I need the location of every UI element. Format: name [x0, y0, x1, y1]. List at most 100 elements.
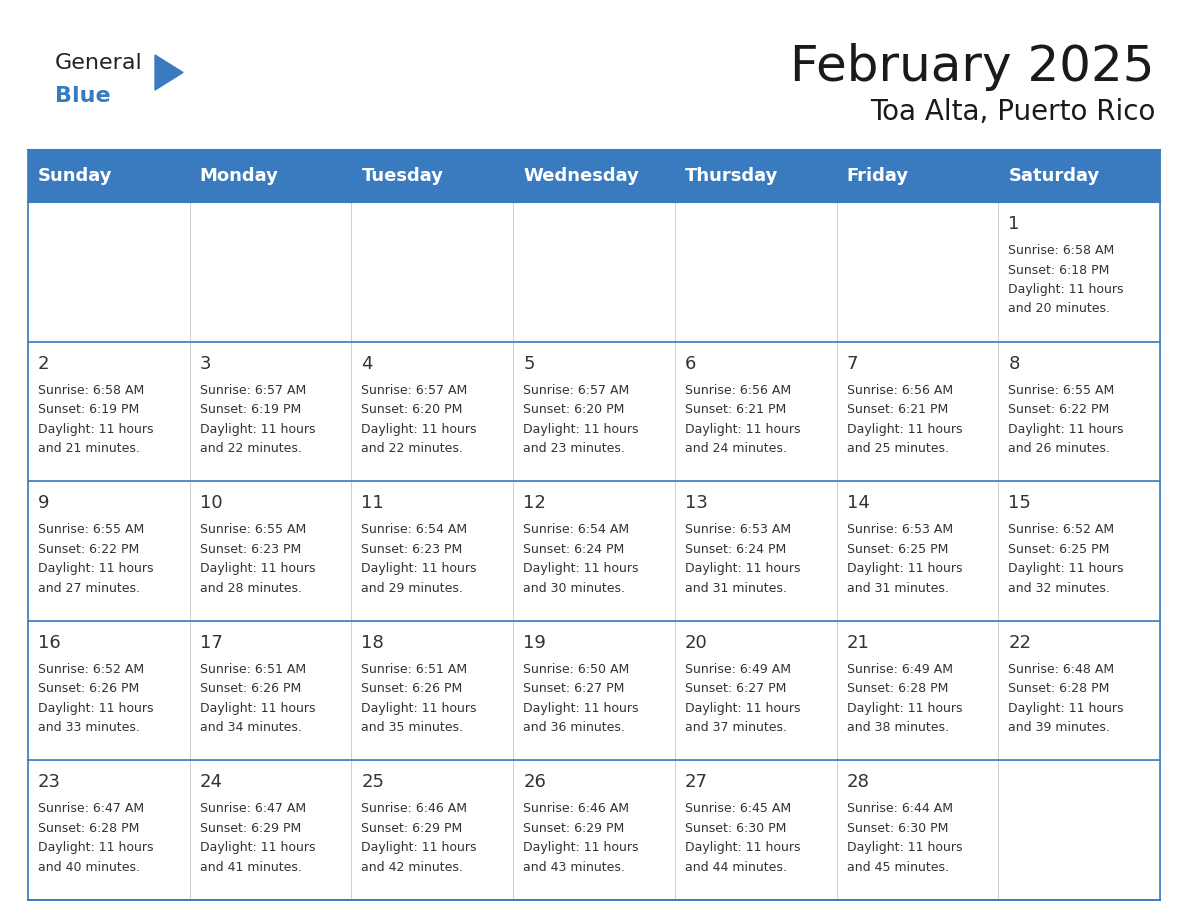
Text: Sunset: 6:26 PM: Sunset: 6:26 PM	[200, 682, 301, 695]
Text: 16: 16	[38, 633, 61, 652]
Bar	[513, 202, 675, 341]
Text: and 32 minutes.: and 32 minutes.	[1009, 582, 1110, 595]
Bar	[29, 621, 190, 760]
Text: Sunrise: 6:44 AM: Sunrise: 6:44 AM	[847, 802, 953, 815]
Bar	[190, 481, 352, 621]
Text: Daylight: 11 hours: Daylight: 11 hours	[523, 842, 639, 855]
Text: Tuesday: Tuesday	[361, 167, 443, 185]
Text: and 28 minutes.: and 28 minutes.	[200, 582, 302, 595]
Text: Sunrise: 6:46 AM: Sunrise: 6:46 AM	[361, 802, 467, 815]
Bar	[836, 202, 998, 341]
Text: Sunset: 6:23 PM: Sunset: 6:23 PM	[200, 543, 301, 555]
Text: 5: 5	[523, 354, 535, 373]
Text: Daylight: 11 hours: Daylight: 11 hours	[1009, 562, 1124, 576]
Text: and 36 minutes.: and 36 minutes.	[523, 722, 625, 734]
Text: Sunrise: 6:48 AM: Sunrise: 6:48 AM	[1009, 663, 1114, 676]
Bar	[836, 621, 998, 760]
Text: Daylight: 11 hours: Daylight: 11 hours	[1009, 422, 1124, 436]
Text: Sunset: 6:29 PM: Sunset: 6:29 PM	[200, 822, 301, 834]
Text: Sunset: 6:23 PM: Sunset: 6:23 PM	[361, 543, 462, 555]
Bar	[998, 760, 1159, 900]
Text: and 39 minutes.: and 39 minutes.	[1009, 722, 1110, 734]
Text: Daylight: 11 hours: Daylight: 11 hours	[847, 701, 962, 715]
Text: Daylight: 11 hours: Daylight: 11 hours	[38, 842, 153, 855]
Bar	[190, 150, 352, 202]
Text: and 23 minutes.: and 23 minutes.	[523, 442, 625, 455]
Text: Sunday: Sunday	[38, 167, 113, 185]
Text: Sunset: 6:21 PM: Sunset: 6:21 PM	[684, 403, 786, 416]
Bar	[675, 150, 836, 202]
Bar	[836, 341, 998, 481]
Text: 24: 24	[200, 773, 222, 791]
Text: Sunrise: 6:57 AM: Sunrise: 6:57 AM	[200, 384, 307, 397]
Text: Sunrise: 6:49 AM: Sunrise: 6:49 AM	[847, 663, 953, 676]
Text: Blue: Blue	[55, 86, 110, 106]
Text: Sunset: 6:25 PM: Sunset: 6:25 PM	[1009, 543, 1110, 555]
Text: Thursday: Thursday	[684, 167, 778, 185]
Text: 13: 13	[684, 494, 708, 512]
Bar	[675, 202, 836, 341]
Text: and 22 minutes.: and 22 minutes.	[200, 442, 302, 455]
Text: Daylight: 11 hours: Daylight: 11 hours	[1009, 701, 1124, 715]
Text: Sunrise: 6:58 AM: Sunrise: 6:58 AM	[38, 384, 144, 397]
Bar	[513, 341, 675, 481]
Text: and 34 minutes.: and 34 minutes.	[200, 722, 302, 734]
Text: Sunset: 6:25 PM: Sunset: 6:25 PM	[847, 543, 948, 555]
Text: February 2025: February 2025	[790, 43, 1155, 91]
Text: Sunset: 6:30 PM: Sunset: 6:30 PM	[684, 822, 786, 834]
Text: Sunrise: 6:55 AM: Sunrise: 6:55 AM	[200, 523, 307, 536]
Bar	[836, 481, 998, 621]
Bar	[190, 202, 352, 341]
Polygon shape	[154, 55, 183, 90]
Bar	[352, 341, 513, 481]
Text: and 41 minutes.: and 41 minutes.	[200, 861, 302, 874]
Text: Sunset: 6:22 PM: Sunset: 6:22 PM	[1009, 403, 1110, 416]
Text: 9: 9	[38, 494, 50, 512]
Text: and 29 minutes.: and 29 minutes.	[361, 582, 463, 595]
Text: Daylight: 11 hours: Daylight: 11 hours	[847, 842, 962, 855]
Text: 15: 15	[1009, 494, 1031, 512]
Text: Sunset: 6:24 PM: Sunset: 6:24 PM	[523, 543, 625, 555]
Text: and 43 minutes.: and 43 minutes.	[523, 861, 625, 874]
Text: 27: 27	[684, 773, 708, 791]
Text: Sunset: 6:28 PM: Sunset: 6:28 PM	[1009, 682, 1110, 695]
Text: Daylight: 11 hours: Daylight: 11 hours	[38, 562, 153, 576]
Bar	[513, 621, 675, 760]
Text: Daylight: 11 hours: Daylight: 11 hours	[523, 701, 639, 715]
Text: Sunrise: 6:45 AM: Sunrise: 6:45 AM	[684, 802, 791, 815]
Text: 12: 12	[523, 494, 546, 512]
Text: and 24 minutes.: and 24 minutes.	[684, 442, 786, 455]
Text: 4: 4	[361, 354, 373, 373]
Text: 21: 21	[847, 633, 870, 652]
Text: Sunset: 6:20 PM: Sunset: 6:20 PM	[361, 403, 463, 416]
Text: Daylight: 11 hours: Daylight: 11 hours	[38, 422, 153, 436]
Text: 1: 1	[1009, 215, 1019, 233]
Text: and 42 minutes.: and 42 minutes.	[361, 861, 463, 874]
Text: Daylight: 11 hours: Daylight: 11 hours	[847, 562, 962, 576]
Text: Daylight: 11 hours: Daylight: 11 hours	[200, 562, 315, 576]
Text: Sunset: 6:22 PM: Sunset: 6:22 PM	[38, 543, 139, 555]
Text: Sunrise: 6:52 AM: Sunrise: 6:52 AM	[1009, 523, 1114, 536]
Bar	[836, 150, 998, 202]
Bar	[352, 481, 513, 621]
Text: Saturday: Saturday	[1009, 167, 1100, 185]
Text: Daylight: 11 hours: Daylight: 11 hours	[684, 701, 801, 715]
Bar	[352, 621, 513, 760]
Text: Sunset: 6:19 PM: Sunset: 6:19 PM	[200, 403, 301, 416]
Text: Sunset: 6:27 PM: Sunset: 6:27 PM	[523, 682, 625, 695]
Text: Sunrise: 6:53 AM: Sunrise: 6:53 AM	[684, 523, 791, 536]
Text: Sunrise: 6:50 AM: Sunrise: 6:50 AM	[523, 663, 630, 676]
Bar	[998, 202, 1159, 341]
Text: 23: 23	[38, 773, 61, 791]
Text: Sunset: 6:29 PM: Sunset: 6:29 PM	[523, 822, 625, 834]
Text: Daylight: 11 hours: Daylight: 11 hours	[684, 422, 801, 436]
Text: and 20 minutes.: and 20 minutes.	[1009, 303, 1111, 316]
Text: Daylight: 11 hours: Daylight: 11 hours	[1009, 283, 1124, 296]
Text: and 25 minutes.: and 25 minutes.	[847, 442, 948, 455]
Bar	[675, 760, 836, 900]
Text: and 26 minutes.: and 26 minutes.	[1009, 442, 1110, 455]
Text: Sunrise: 6:49 AM: Sunrise: 6:49 AM	[684, 663, 791, 676]
Bar	[675, 341, 836, 481]
Text: Sunrise: 6:46 AM: Sunrise: 6:46 AM	[523, 802, 630, 815]
Bar	[513, 150, 675, 202]
